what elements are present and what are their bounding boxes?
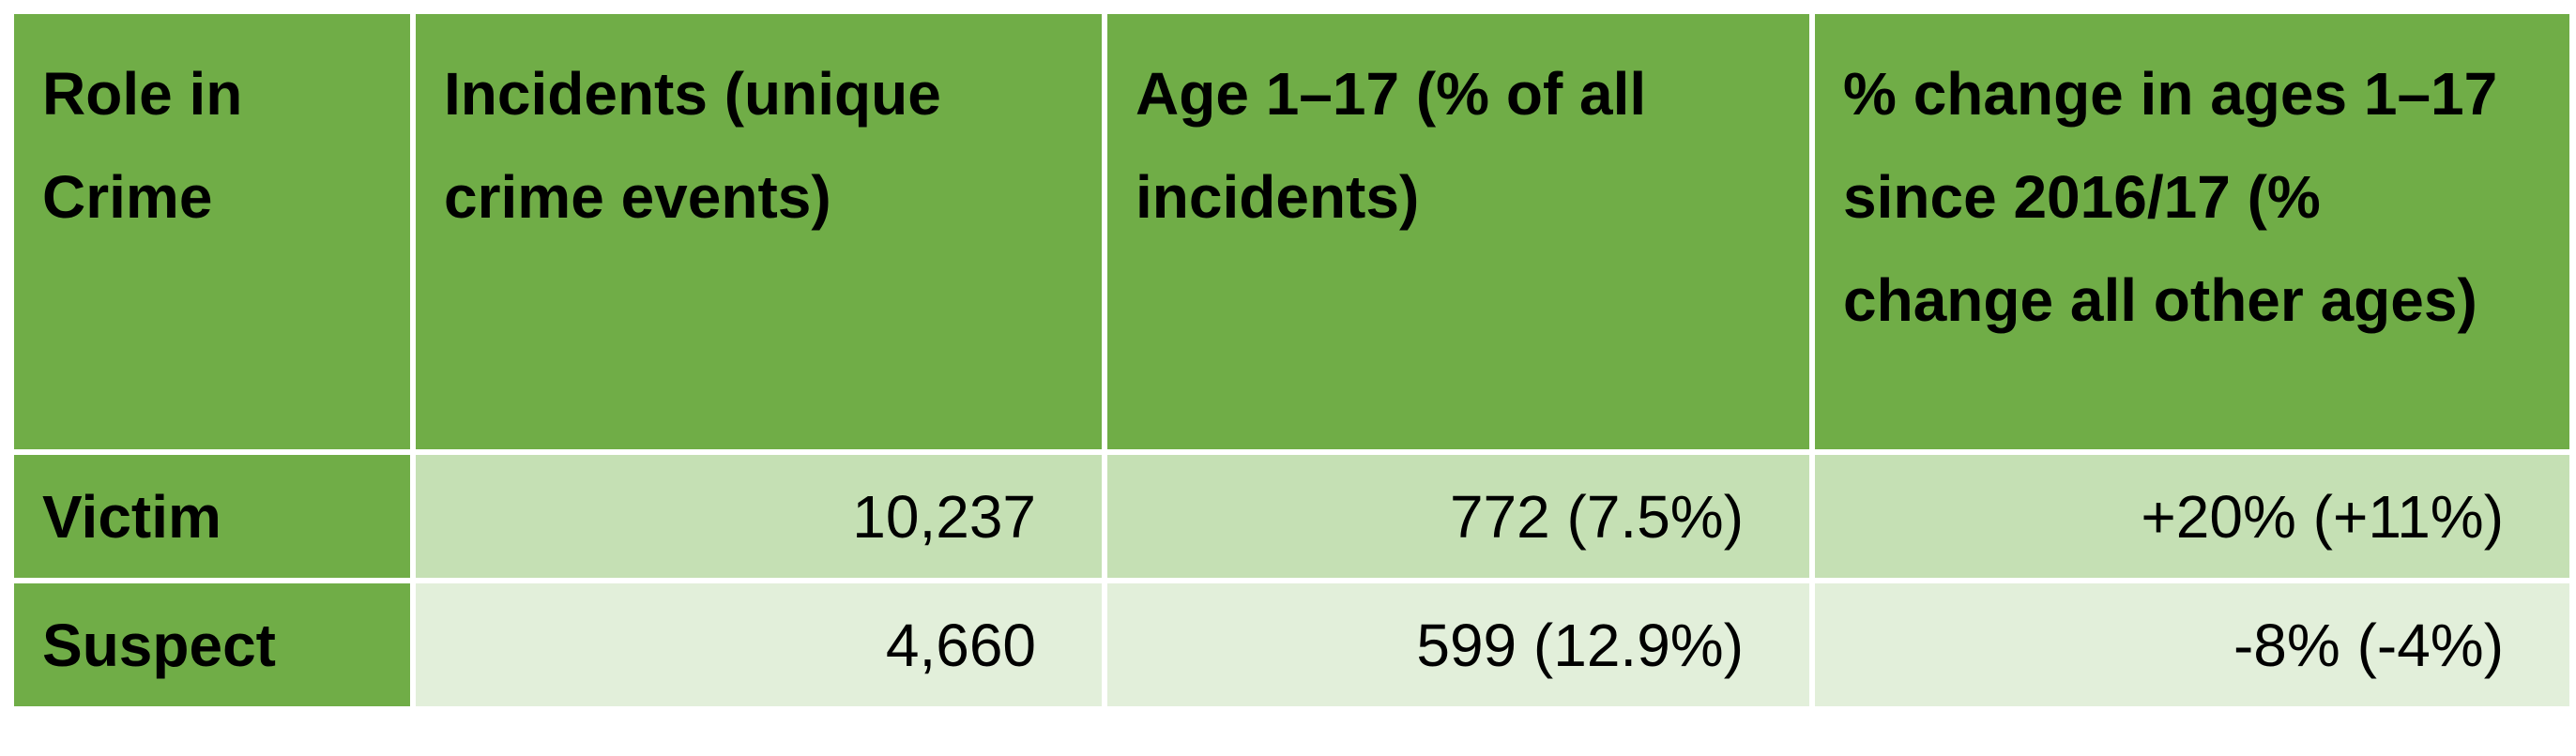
table-row: Suspect 4,660 599 (12.9%) -8% (-4%) (8, 578, 2575, 712)
header-row: Role in Crime Incidents (unique crime ev… (8, 8, 2575, 455)
header-cell: Role in Crime (8, 8, 416, 455)
table-body: Victim 10,237 772 (7.5%) +20% (+11%) Suspect… (8, 449, 2575, 712)
table-cell: 4,660 (410, 578, 1107, 712)
row-label: Suspect (8, 578, 416, 712)
table-row: Victim 10,237 772 (7.5%) +20% (+11%) (8, 449, 2575, 583)
table-cell: +20% (+11%) (1809, 449, 2575, 583)
table-cell: 10,237 (410, 449, 1107, 583)
header-cell: Incidents (unique crime events) (410, 8, 1107, 455)
header-cell: Age 1–17 (% of all incidents) (1102, 8, 1815, 455)
data-table: Role in Crime Incidents (unique crime ev… (8, 8, 2575, 712)
table-cell: 599 (12.9%) (1102, 578, 1815, 712)
table-cell: -8% (-4%) (1809, 578, 2575, 712)
table-header: Role in Crime Incidents (unique crime ev… (8, 8, 2575, 455)
table-cell: 772 (7.5%) (1102, 449, 1815, 583)
row-label: Victim (8, 449, 416, 583)
header-cell: % change in ages 1–17 since 2016/17 (% c… (1809, 8, 2575, 455)
